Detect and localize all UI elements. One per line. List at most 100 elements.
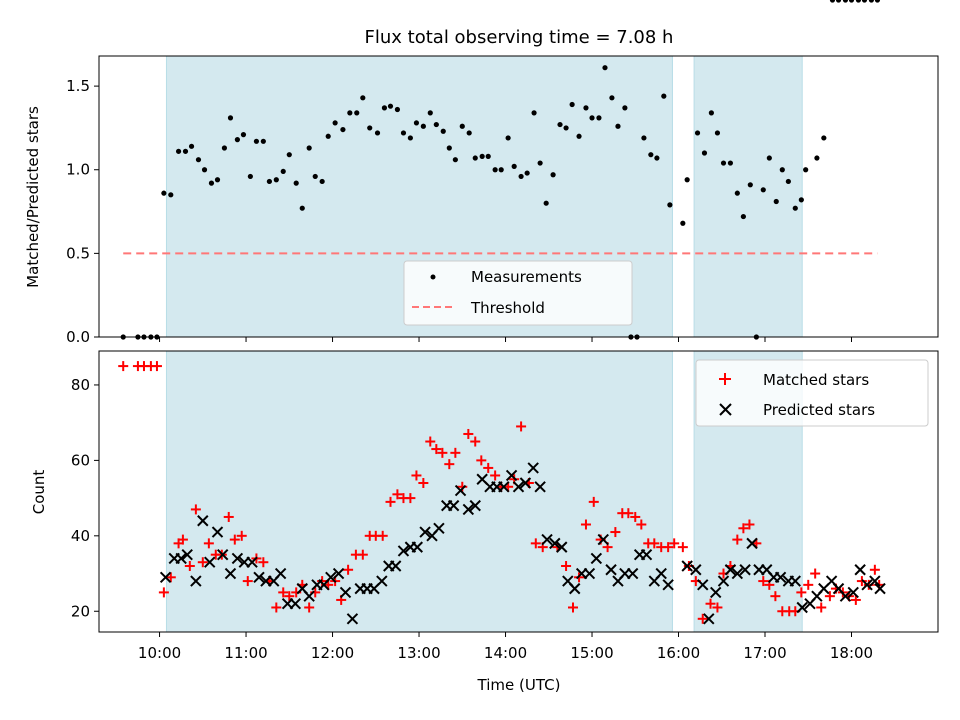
measurements-point xyxy=(654,155,660,161)
measurements-point xyxy=(420,123,426,129)
matched-stars-point xyxy=(490,470,501,481)
ratio-y-axis-label: Matched/Predicted stars xyxy=(24,106,42,288)
measurements-point xyxy=(407,135,413,141)
measurements-point xyxy=(814,155,820,161)
predicted-stars-point xyxy=(411,541,424,553)
matched-stars-point xyxy=(697,613,708,624)
predicted-stars-point xyxy=(541,533,553,546)
measurements-point xyxy=(498,167,504,173)
measurements-point xyxy=(360,95,366,101)
measurements-point xyxy=(227,115,234,121)
measurements-point xyxy=(466,130,472,136)
measurements-point xyxy=(325,133,331,139)
measurements-point xyxy=(433,121,439,128)
measurements-point xyxy=(400,130,407,136)
measurements-point xyxy=(861,0,868,3)
predicted-stars-point xyxy=(556,541,568,553)
count-y-ticks: 20 40 60 80 xyxy=(71,376,99,620)
ratio-legend: Measurements Threshold xyxy=(403,260,633,326)
count-legend: Matched stars Predicted stars xyxy=(695,359,929,427)
predicted-stars-point xyxy=(512,481,525,493)
measurements-point xyxy=(354,110,360,116)
measurements-point xyxy=(247,173,253,180)
observing-window-band xyxy=(694,56,803,337)
measurements-point xyxy=(472,155,478,161)
ratio-x-ticks xyxy=(159,337,853,342)
measurements-legend-label: Measurements xyxy=(471,268,582,286)
measurements-point xyxy=(792,205,798,211)
matched-stars-legend-label: Matched stars xyxy=(763,371,869,389)
measurements-point xyxy=(280,168,286,175)
predicted-stars-point xyxy=(274,567,287,580)
predicted-stars-legend-label: Predicted stars xyxy=(763,401,875,419)
measurements-point xyxy=(234,137,240,143)
matched-stars-point xyxy=(803,579,814,590)
measurements-point xyxy=(381,105,388,111)
predicted-stars-point xyxy=(181,548,193,561)
measurements-point xyxy=(576,133,582,139)
predicted-stars-point xyxy=(159,571,172,584)
matched-stars-point xyxy=(476,455,487,466)
measurements-point xyxy=(537,160,543,166)
chart-title: Flux total observing time = 7.08 h xyxy=(365,27,674,48)
measurements-point xyxy=(188,143,195,149)
matched-stars-point xyxy=(271,602,282,613)
measurements-point xyxy=(452,157,458,163)
y-tick-label: 20 xyxy=(71,602,90,620)
matched-stars-point xyxy=(758,576,769,587)
measurements-point xyxy=(168,192,174,198)
matched-stars-point xyxy=(636,519,647,530)
predicted-stars-point xyxy=(710,586,722,599)
matched-stars-point xyxy=(463,428,474,439)
matched-stars-point xyxy=(623,508,634,519)
matched-stars-point xyxy=(663,542,674,553)
predicted-stars-point xyxy=(211,526,224,538)
predicted-stars-point xyxy=(527,462,539,474)
measurements-point xyxy=(615,123,621,129)
measurements-point xyxy=(798,197,804,203)
measurements-point xyxy=(714,130,721,136)
predicted-stars-point xyxy=(197,515,209,527)
measurements-point xyxy=(803,167,809,173)
predicted-stars-point xyxy=(697,579,709,591)
measurements-point xyxy=(667,202,673,208)
predicted-stars-point xyxy=(662,579,674,591)
y-tick-label: 40 xyxy=(71,527,90,545)
predicted-stars-point xyxy=(462,503,475,516)
measurements-point xyxy=(622,105,628,111)
predicted-stars-point xyxy=(590,552,603,565)
matched-stars-point xyxy=(343,564,354,575)
matched-stars-point xyxy=(869,564,880,575)
measurements-point xyxy=(427,110,433,116)
predicted-stars-point xyxy=(224,567,237,580)
predicted-stars-legend-marker xyxy=(719,403,732,416)
measurements-point xyxy=(446,145,452,151)
measurements-point xyxy=(829,0,836,3)
matched-stars-point xyxy=(284,591,295,602)
measurements-point xyxy=(524,170,530,176)
matched-stars-point xyxy=(357,549,368,560)
matched-stars-point xyxy=(450,447,461,458)
predicted-stars-point xyxy=(419,526,431,538)
measurements-point xyxy=(518,173,524,180)
measurements-point xyxy=(734,190,740,196)
matched-stars-point xyxy=(418,478,429,489)
matched-stars-point xyxy=(392,489,403,500)
matched-stars-point xyxy=(190,504,201,515)
measurements-point xyxy=(855,0,862,3)
measurements-point xyxy=(286,152,292,158)
measurements-point xyxy=(459,123,465,129)
x-tick-label: 11:00 xyxy=(224,644,267,662)
matched-stars-point xyxy=(744,519,755,530)
x-tick-label: 14:00 xyxy=(484,644,527,662)
measurements-point xyxy=(563,125,569,131)
measurements-point xyxy=(701,150,708,156)
measurements-point xyxy=(319,178,325,185)
ratio-y-ticks: 0.0 0.5 1.0 1.5 xyxy=(66,77,99,346)
predicted-stars-point xyxy=(519,477,532,489)
measurements-point xyxy=(602,65,608,71)
measurements-point xyxy=(347,110,353,116)
ratio-legend-box xyxy=(403,260,633,326)
predicted-stars-point xyxy=(332,567,345,580)
matched-stars-point xyxy=(588,496,599,507)
